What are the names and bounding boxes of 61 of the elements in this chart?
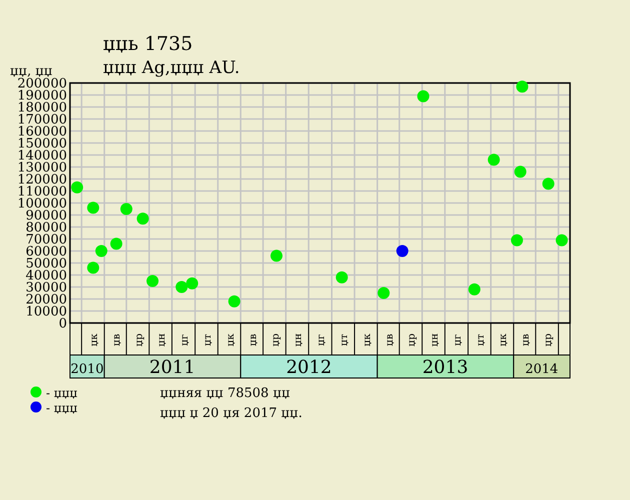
text: џг: [180, 334, 191, 346]
point: [95, 245, 108, 257]
point: [228, 295, 240, 308]
point: [71, 181, 84, 194]
text: џџџ џ 20 џя 2017 џџ.: [160, 406, 302, 421]
text: џн: [430, 333, 441, 347]
point: [336, 271, 348, 284]
x-tick-label: 2011: [149, 357, 196, 378]
text: џв: [248, 334, 259, 346]
y-axis-title: џџ, џџ: [10, 64, 53, 79]
text: џџняя џџ 78508 џџ: [160, 386, 290, 401]
point: [136, 212, 149, 225]
point: [516, 80, 528, 93]
point: [468, 283, 480, 296]
text: џт: [339, 333, 350, 346]
chart-subtitle: џџџ Ag,џџџ AU.: [103, 58, 240, 78]
point: [87, 202, 100, 214]
text: џк: [362, 332, 373, 346]
point: [110, 238, 122, 250]
point: [542, 178, 554, 190]
text: џр: [406, 334, 418, 346]
x-tick-label: 2014: [525, 362, 558, 377]
y-tick-label: 60000: [26, 244, 67, 260]
text: џв: [520, 334, 532, 346]
text: џв: [111, 334, 122, 346]
point: [176, 281, 188, 293]
point: [87, 262, 100, 274]
y-tick-label: 80000: [26, 220, 67, 236]
text: џв: [384, 334, 396, 346]
x-tick-label: 2013: [422, 357, 468, 378]
text: џк: [498, 332, 510, 346]
y-tick-label: 70000: [26, 232, 67, 248]
text: џн: [156, 333, 168, 347]
text: џг: [316, 334, 328, 346]
point: [488, 154, 500, 166]
text: џн: [293, 333, 304, 347]
point: [270, 250, 282, 262]
point: [146, 275, 159, 287]
text: џк: [225, 332, 236, 346]
point: [514, 166, 526, 178]
x-tick-label: 2012: [286, 357, 332, 378]
point: [396, 245, 408, 257]
y-tick-label: 0: [58, 316, 67, 332]
point: [417, 90, 430, 102]
text: џг: [452, 334, 464, 346]
point: [510, 234, 523, 246]
chart-title: џџь 1735: [103, 33, 193, 55]
x-tick-label: 2010: [70, 362, 104, 377]
text: џр: [134, 334, 145, 346]
y-tick-label: 10000: [26, 304, 67, 320]
point: [378, 287, 390, 299]
text: џр: [270, 334, 282, 346]
point: [186, 277, 198, 290]
point: [556, 234, 568, 246]
point: [120, 203, 132, 215]
text: џк: [88, 332, 100, 346]
text: џр: [543, 334, 554, 346]
legend-label: - џџџ: [46, 386, 78, 400]
legend-label: - џџџ: [46, 401, 78, 415]
text: џт: [475, 333, 486, 346]
text: џт: [202, 333, 214, 346]
